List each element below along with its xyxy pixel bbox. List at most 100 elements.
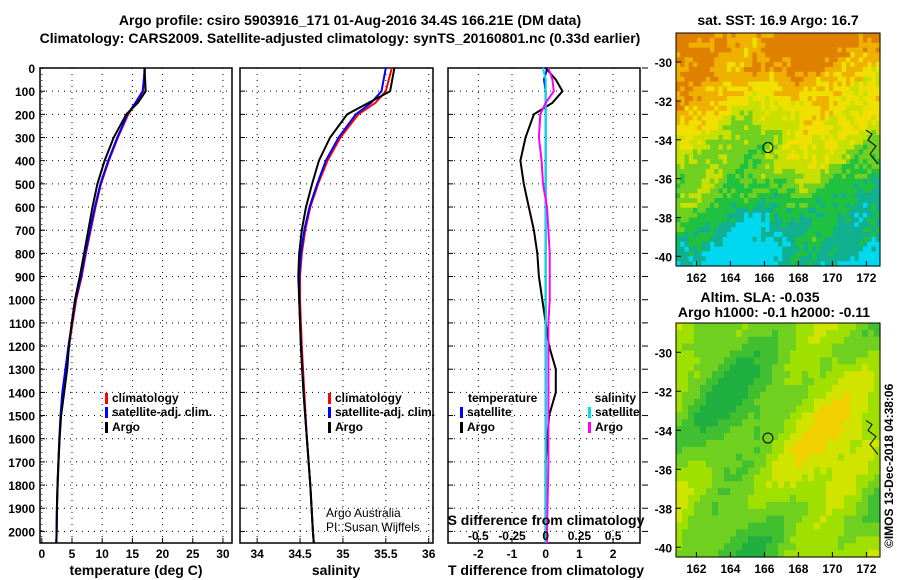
map-cell — [833, 100, 839, 107]
map-cell — [706, 350, 713, 359]
map-cell — [680, 212, 686, 219]
map-cell — [739, 261, 745, 267]
map-cell — [829, 241, 834, 248]
map-cell — [868, 467, 875, 476]
map-cell — [727, 42, 732, 49]
map-cell — [752, 236, 758, 243]
map-cell — [868, 440, 875, 448]
map-cell — [863, 217, 868, 223]
map-cell — [693, 91, 698, 97]
map-cell — [782, 144, 788, 151]
map-cell — [761, 42, 766, 49]
map-cell — [701, 139, 707, 146]
map-cell — [772, 536, 779, 544]
map-cell — [688, 446, 695, 455]
map-cell — [790, 357, 797, 365]
map-cell — [782, 236, 788, 243]
copyright-text: ©IMOS 13-Dec-2018 04:38:06 — [882, 383, 896, 548]
map-cell — [875, 232, 881, 238]
map-cell — [854, 66, 860, 73]
map-cell — [812, 193, 817, 199]
map-cell — [795, 66, 800, 73]
map-cell — [808, 433, 815, 441]
map-cell — [705, 91, 711, 97]
map-cell — [790, 81, 796, 87]
map-cell — [769, 183, 775, 189]
map-cell — [748, 343, 755, 352]
map-cell — [718, 481, 725, 489]
map-cell — [727, 120, 732, 126]
map-cell — [688, 134, 694, 141]
map-cell — [727, 207, 732, 214]
map-cell — [731, 66, 737, 73]
map-cell — [790, 212, 796, 219]
map-cell — [724, 495, 731, 503]
map-cell — [863, 256, 868, 262]
map-cell — [739, 66, 745, 73]
map-cell — [808, 426, 815, 434]
map-cell — [735, 159, 741, 165]
map-cell — [718, 460, 725, 469]
map-cell — [844, 426, 851, 434]
map-cell — [820, 232, 826, 238]
map-cell — [786, 76, 792, 83]
map-cell — [748, 261, 754, 267]
map-cell — [846, 47, 851, 54]
map-cell — [684, 232, 690, 238]
map-cell — [841, 222, 847, 228]
map-cell — [736, 350, 743, 359]
map-cell — [688, 474, 695, 482]
map-cell — [807, 149, 813, 155]
map-cell — [782, 91, 788, 97]
map-cell — [816, 62, 822, 68]
map-cell — [736, 467, 743, 476]
map-cell — [858, 91, 864, 97]
map-cell — [796, 474, 803, 482]
map-cell — [718, 251, 724, 257]
map-cell — [829, 256, 834, 262]
map-cell — [790, 256, 796, 262]
map-cell — [744, 178, 749, 185]
map-cell — [844, 453, 851, 462]
map-cell — [786, 202, 792, 209]
map-cell — [871, 96, 877, 102]
map-cell — [824, 193, 830, 199]
map-cell — [705, 139, 711, 146]
map-cell — [676, 232, 681, 238]
map-cell — [697, 159, 703, 165]
map-cell — [862, 343, 869, 352]
map-cell — [856, 515, 863, 524]
map-x-tick-label: 166 — [754, 562, 774, 576]
map-cell — [680, 232, 686, 238]
map-cell — [714, 168, 720, 175]
map-cell — [712, 391, 719, 400]
map-cell — [784, 378, 791, 386]
map-cell — [799, 154, 805, 160]
map-cell — [820, 371, 827, 379]
map-cell — [680, 154, 686, 160]
map-cell — [772, 440, 779, 448]
map-cell — [688, 246, 694, 253]
map-cell — [808, 350, 815, 359]
map-cell — [722, 134, 728, 141]
map-cell — [697, 188, 703, 194]
map-cell — [682, 515, 689, 524]
map-cell — [718, 178, 724, 185]
map-cell — [736, 488, 743, 496]
map-cell — [814, 522, 821, 531]
map-cell — [858, 76, 864, 83]
map-cell — [714, 202, 720, 209]
map-cell — [754, 350, 761, 359]
map-cell — [772, 550, 779, 558]
map-cell — [684, 193, 690, 199]
map-cell — [802, 481, 809, 489]
map-cell — [858, 62, 864, 68]
map-cell — [748, 481, 755, 489]
map-cell — [773, 188, 779, 194]
map-cell — [727, 115, 732, 121]
map-cell — [844, 467, 851, 476]
map-cell — [790, 198, 796, 204]
map-cell — [782, 241, 788, 248]
map-cell — [858, 164, 864, 170]
map-cell — [761, 164, 766, 170]
